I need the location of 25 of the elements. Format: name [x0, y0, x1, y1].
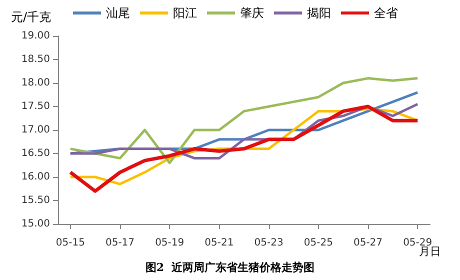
legend-label: 肇庆	[240, 6, 264, 20]
y-axis-title: 元/千克	[11, 10, 52, 24]
legend-label: 揭阳	[307, 6, 331, 20]
y-tick-label: 16.50	[21, 148, 50, 159]
y-tick-label: 18.00	[21, 78, 50, 88]
x-tick-label: 05-25	[304, 238, 333, 248]
x-tick-label: 05-19	[155, 238, 184, 248]
x-tick-label: 05-27	[353, 238, 383, 248]
x-tick-label: 05-23	[254, 238, 284, 248]
y-tick-label: 16.00	[21, 172, 50, 182]
legend-label: 全省	[374, 6, 398, 20]
y-tick-label: 17.00	[21, 124, 50, 136]
y-tick-label: 15.00	[21, 218, 50, 230]
y-tick-label: 15.50	[21, 195, 50, 206]
x-tick-label: 05-21	[204, 238, 234, 248]
line-series	[69, 77, 419, 164]
y-tick-label: 19.00	[21, 30, 50, 42]
y-tick-label: 18.50	[21, 54, 50, 65]
legend-label: 汕尾	[106, 6, 130, 20]
y-tick-label: 17.50	[21, 101, 50, 112]
x-tick-label: 05-15	[56, 238, 85, 248]
legend-label: 阳江	[173, 6, 197, 20]
x-axis-title: 月日	[419, 245, 441, 258]
text: 图2 近两周广东省生猪价格走势图	[145, 261, 315, 274]
x-tick-label: 05-17	[105, 238, 135, 248]
